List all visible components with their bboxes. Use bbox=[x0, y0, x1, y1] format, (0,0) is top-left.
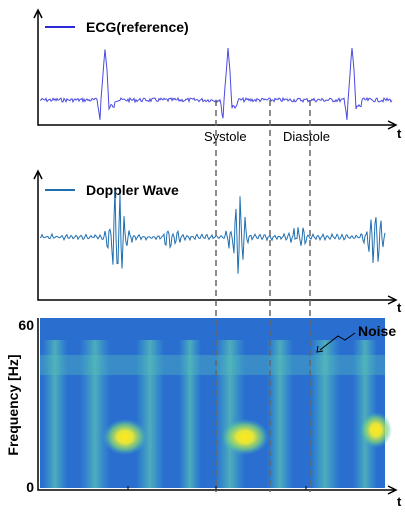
axis-label: t bbox=[397, 300, 402, 315]
band bbox=[179, 340, 201, 488]
annotation: Diastole bbox=[283, 129, 330, 144]
y-tick-label: 0 bbox=[26, 479, 34, 495]
spectrogram-panel: 60 0 Frequency [Hz] t Noise bbox=[5, 317, 402, 509]
ecg-panel: ECG(reference) t Systole Diastole bbox=[33, 8, 402, 144]
ecg-wave bbox=[39, 47, 393, 120]
band bbox=[267, 340, 293, 488]
band bbox=[136, 340, 164, 488]
axis-arrow bbox=[387, 485, 398, 495]
legend-text: ECG(reference) bbox=[86, 19, 189, 35]
arrow bbox=[319, 332, 356, 351]
axis bbox=[37, 172, 395, 301]
y-tick-label: 60 bbox=[18, 317, 34, 333]
y-axis-label: Frequency [Hz] bbox=[5, 354, 21, 455]
arrow-head bbox=[316, 345, 324, 353]
axis-label: t bbox=[397, 494, 402, 509]
axis-arrow bbox=[33, 169, 398, 305]
noise-band bbox=[40, 355, 385, 375]
band bbox=[80, 340, 110, 488]
band bbox=[42, 340, 68, 488]
spectrogram-bands bbox=[40, 340, 385, 488]
axis bbox=[37, 12, 395, 126]
hot-spot bbox=[103, 419, 147, 455]
axis-arrow bbox=[33, 8, 398, 130]
legend-text: Doppler Wave bbox=[86, 182, 179, 198]
markers bbox=[215, 100, 311, 492]
annotation: Noise bbox=[358, 323, 396, 339]
doppler-wave bbox=[39, 189, 386, 274]
axis-label: t bbox=[397, 126, 402, 141]
annotation: Systole bbox=[204, 129, 247, 144]
hot-spot bbox=[221, 419, 269, 455]
axis bbox=[37, 318, 395, 491]
doppler-panel: Doppler Wave t bbox=[33, 169, 402, 315]
band bbox=[310, 340, 340, 488]
hot-spot bbox=[360, 412, 392, 448]
band bbox=[215, 340, 245, 488]
